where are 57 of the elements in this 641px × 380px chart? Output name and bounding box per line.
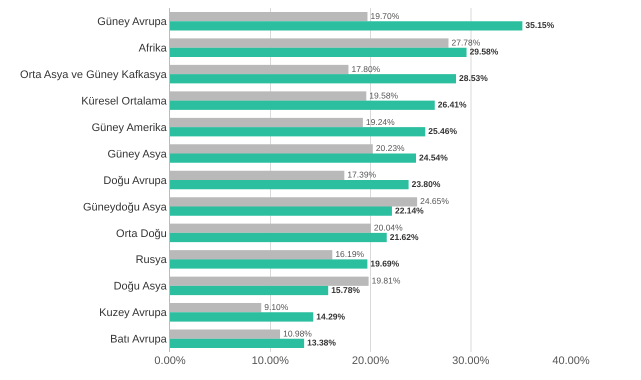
data-label: 19.69% xyxy=(370,258,400,268)
y-tick-label: Doğu Avrupa xyxy=(103,174,168,187)
y-tick-label: Afrika xyxy=(138,42,168,55)
data-label: 9.10% xyxy=(264,302,289,312)
data-label: 29.58% xyxy=(470,46,499,57)
data-label: 24.65% xyxy=(420,196,450,206)
data-label: 14.29% xyxy=(316,311,346,322)
data-label: 25.46% xyxy=(428,126,458,136)
data-label: 27.78% xyxy=(452,37,481,48)
data-label: 19.58% xyxy=(369,90,399,100)
data-label: 28.53% xyxy=(459,73,488,84)
bar xyxy=(170,21,522,30)
bar xyxy=(170,259,368,269)
data-label: 19.70% xyxy=(370,10,400,21)
x-tick-label: 40.00% xyxy=(552,355,590,367)
bar xyxy=(170,127,426,136)
data-label: 15.78% xyxy=(331,284,360,295)
y-tick-label: Güney Avrupa xyxy=(97,16,168,28)
x-tick-label: 20.00% xyxy=(352,355,390,367)
bar xyxy=(170,154,416,163)
data-label: 26.41% xyxy=(438,100,467,110)
bar xyxy=(170,206,392,216)
y-tick-label: Orta Asya ve Güney Kafkasya xyxy=(20,69,168,81)
bar xyxy=(170,48,467,57)
data-label: 24.54% xyxy=(419,152,448,162)
y-tick-label: Güneydoğu Asya xyxy=(83,201,168,214)
data-label: 10.98% xyxy=(283,328,312,338)
bar xyxy=(170,286,328,296)
data-label: 35.15% xyxy=(525,20,555,30)
bar xyxy=(170,232,387,242)
data-label: 17.39% xyxy=(347,170,377,180)
y-tick-label: Rusya xyxy=(136,254,168,266)
y-tick-label: Doğu Asya xyxy=(114,280,168,293)
x-tick-label: 0.00% xyxy=(154,355,186,367)
bar xyxy=(170,180,409,190)
data-label: 23.80% xyxy=(412,178,441,189)
data-label: 22.14% xyxy=(394,205,424,216)
data-label: 21.62% xyxy=(390,232,419,242)
bar xyxy=(170,100,435,110)
data-label: 20.23% xyxy=(376,143,406,154)
data-label: 20.04% xyxy=(374,222,404,233)
bar xyxy=(170,74,456,84)
data-label: 13.38% xyxy=(307,338,336,348)
bar xyxy=(170,312,314,322)
x-tick-label: 10.00% xyxy=(252,355,290,367)
data-label: 16.19% xyxy=(335,249,365,260)
y-tick-label: Batı Avrupa xyxy=(110,334,168,346)
y-tick-label: Orta Doğu xyxy=(116,228,167,240)
x-tick-label: 30.00% xyxy=(452,355,490,367)
data-label: 17.80% xyxy=(351,64,381,74)
data-label: 19.81% xyxy=(372,276,401,286)
bar xyxy=(170,338,304,348)
y-tick-label: Güney Asya xyxy=(107,148,168,160)
y-tick-label: Küresel Ortalama xyxy=(81,95,168,108)
data-label: 19.24% xyxy=(366,116,396,127)
y-tick-label: Kuzey Avrupa xyxy=(99,307,168,320)
y-tick-label: Güney Amerika xyxy=(92,122,168,134)
